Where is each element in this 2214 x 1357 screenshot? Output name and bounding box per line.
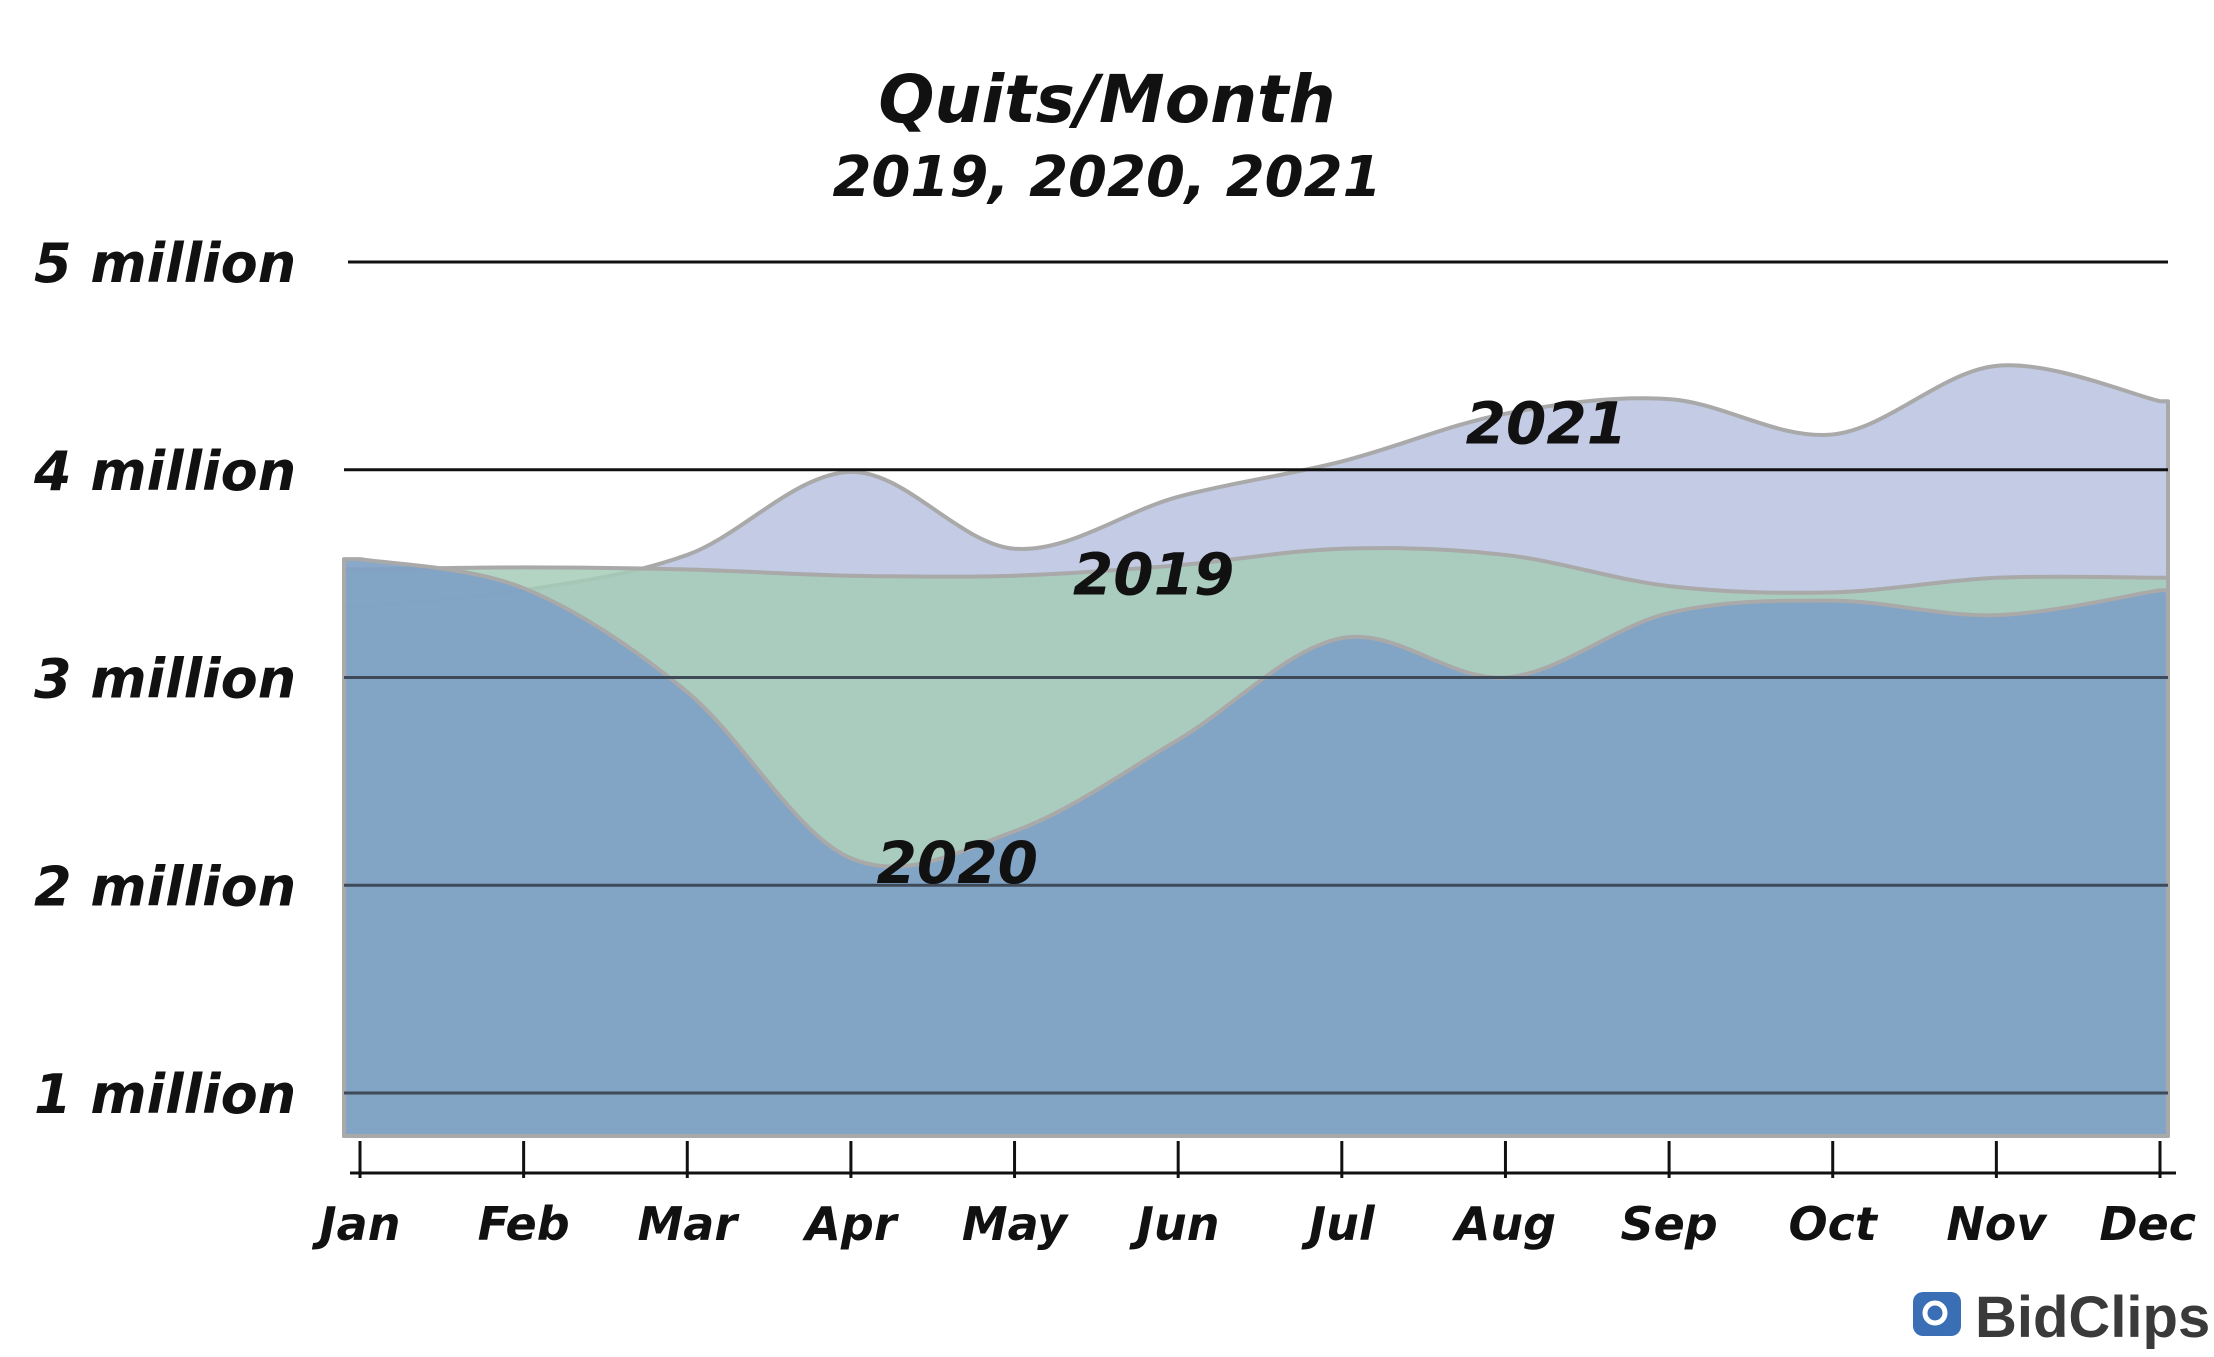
x-tick-label: Sep (1620, 1197, 1717, 1251)
series-label-2021: 2021 (1466, 390, 1627, 458)
bidclips-logo: BidClips (1913, 1285, 2210, 1350)
x-tick-label: Nov (1946, 1197, 2048, 1251)
series-label-2019: 2019 (1073, 540, 1234, 608)
x-tick-label: Apr (802, 1197, 900, 1251)
x-tick-label: Mar (638, 1197, 741, 1251)
x-tick-label: Feb (478, 1197, 570, 1251)
area-2020 (342, 557, 2170, 1138)
logo-text: BidClips (1975, 1285, 2210, 1350)
y-tick-label: 2 million (34, 855, 296, 918)
y-tick-label: 3 million (34, 648, 296, 711)
x-tick-label: May (962, 1197, 1069, 1251)
x-tick-label: Oct (1789, 1197, 1879, 1251)
x-tick-label: Aug (1452, 1197, 1556, 1251)
area-series-group (342, 363, 2170, 1138)
series-labels: 2021 2019 2020 (877, 390, 1628, 898)
chart-title: Quits/Month (878, 61, 1335, 138)
x-tick-label: Jul (1301, 1197, 1376, 1251)
gridlines (344, 260, 2168, 1095)
chart-subtitle: 2019, 2020, 2021 (832, 145, 1381, 210)
y-tick-label: 1 million (34, 1063, 296, 1126)
x-tick-label: Jun (1129, 1197, 1220, 1251)
y-axis: 1 million 2 million 3 million 4 million 5 mi… (33, 232, 296, 1126)
logo-mark-icon (1913, 1292, 1961, 1336)
x-axis: Jan Feb Mar Apr May Jun Jul Aug Sep Oct Nov Dec (312, 1141, 2196, 1251)
x-tick-label: Dec (2099, 1197, 2196, 1251)
x-tick-label: Jan (312, 1197, 401, 1251)
series-label-2020: 2020 (877, 829, 1038, 897)
logo-mark-lens-icon (1922, 1300, 1948, 1326)
y-tick-label: 5 million (34, 232, 296, 295)
y-tick-label: 4 million (33, 440, 296, 503)
